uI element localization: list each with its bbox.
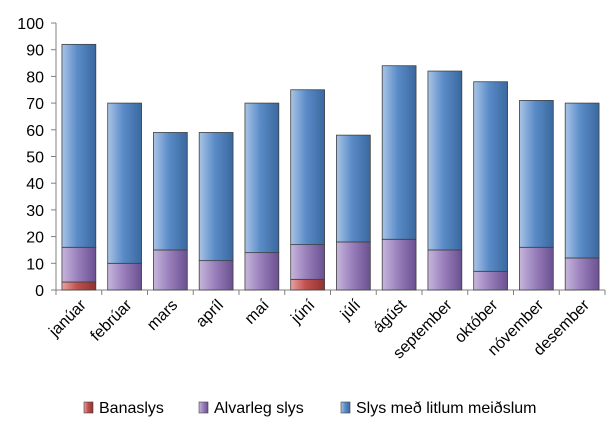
- legend-swatch: [83, 401, 94, 414]
- bar-segment-alvarleg-slys: [290, 244, 325, 280]
- y-tick-label: 10: [26, 256, 44, 273]
- bar-segment-alvarleg-slys: [153, 249, 188, 291]
- bar-segment-alvarleg-slys: [61, 246, 97, 283]
- legend-swatch: [198, 401, 209, 414]
- bar-segment-slys-me-litlum-mei-slum: [107, 102, 142, 264]
- bar-segment-alvarleg-slys: [519, 246, 554, 291]
- bar-segment-slys-me-litlum-mei-slum: [381, 65, 417, 240]
- x-category-label: janúar: [46, 296, 91, 341]
- y-tick-label: 50: [26, 150, 44, 167]
- bar-segment-banaslys: [290, 278, 325, 291]
- bar-segment-alvarleg-slys: [427, 249, 463, 291]
- bar-segment-slys-me-litlum-mei-slum: [336, 134, 371, 243]
- y-tick-label: 30: [26, 203, 44, 220]
- y-tick-label: 0: [35, 283, 44, 300]
- bar-segment-alvarleg-slys: [564, 257, 600, 291]
- bar-segment-alvarleg-slys: [473, 270, 508, 291]
- legend-label: Alvarleg slys: [214, 400, 304, 417]
- x-category-label: júní: [287, 296, 318, 327]
- bar-segment-banaslys: [61, 281, 97, 291]
- y-tick-label: 90: [26, 43, 44, 60]
- y-tick-label: 60: [26, 123, 44, 140]
- axes: 0 10 20 30 40 50 60 70 80 90 100: [17, 16, 606, 300]
- bar-segment-slys-me-litlum-mei-slum: [244, 102, 280, 254]
- y-tick-label: 70: [26, 96, 44, 113]
- bar-segment-slys-me-litlum-mei-slum: [61, 43, 97, 248]
- legend-label: Slys með litlum meiðslum: [356, 400, 536, 417]
- bar-segment-slys-me-litlum-mei-slum: [519, 100, 554, 248]
- bar-segment-alvarleg-slys: [198, 260, 234, 291]
- bar-segment-alvarleg-slys: [381, 238, 417, 291]
- x-category-label: júlí: [337, 296, 365, 324]
- bars-group: [61, 43, 600, 291]
- x-category-label: febrúar: [88, 296, 136, 344]
- legend-label: Banaslys: [99, 400, 164, 417]
- bar-segment-slys-me-litlum-mei-slum: [153, 132, 188, 251]
- x-category-label: ágúst: [370, 296, 410, 336]
- legend: Banaslys Alvarleg slys Slys með litlum mei…: [83, 400, 536, 417]
- bar-segment-alvarleg-slys: [244, 252, 280, 291]
- bar-segment-slys-me-litlum-mei-slum: [198, 132, 234, 262]
- bar-segment-alvarleg-slys: [336, 241, 371, 291]
- bar-segment-slys-me-litlum-mei-slum: [564, 102, 600, 259]
- bar-segment-slys-me-litlum-mei-slum: [473, 81, 508, 272]
- y-tick-label: 40: [26, 176, 44, 193]
- y-tick-label: 80: [26, 69, 44, 86]
- y-tick-label: 20: [26, 230, 44, 247]
- y-tick-label: 100: [17, 16, 44, 33]
- legend-swatch: [340, 401, 351, 414]
- x-category-label: maí: [242, 296, 273, 327]
- x-category-label: apríl: [193, 297, 227, 331]
- bar-segment-alvarleg-slys: [107, 262, 142, 291]
- x-category-label: mars: [144, 297, 181, 334]
- bar-segment-slys-me-litlum-mei-slum: [427, 70, 463, 251]
- bar-segment-slys-me-litlum-mei-slum: [290, 89, 325, 246]
